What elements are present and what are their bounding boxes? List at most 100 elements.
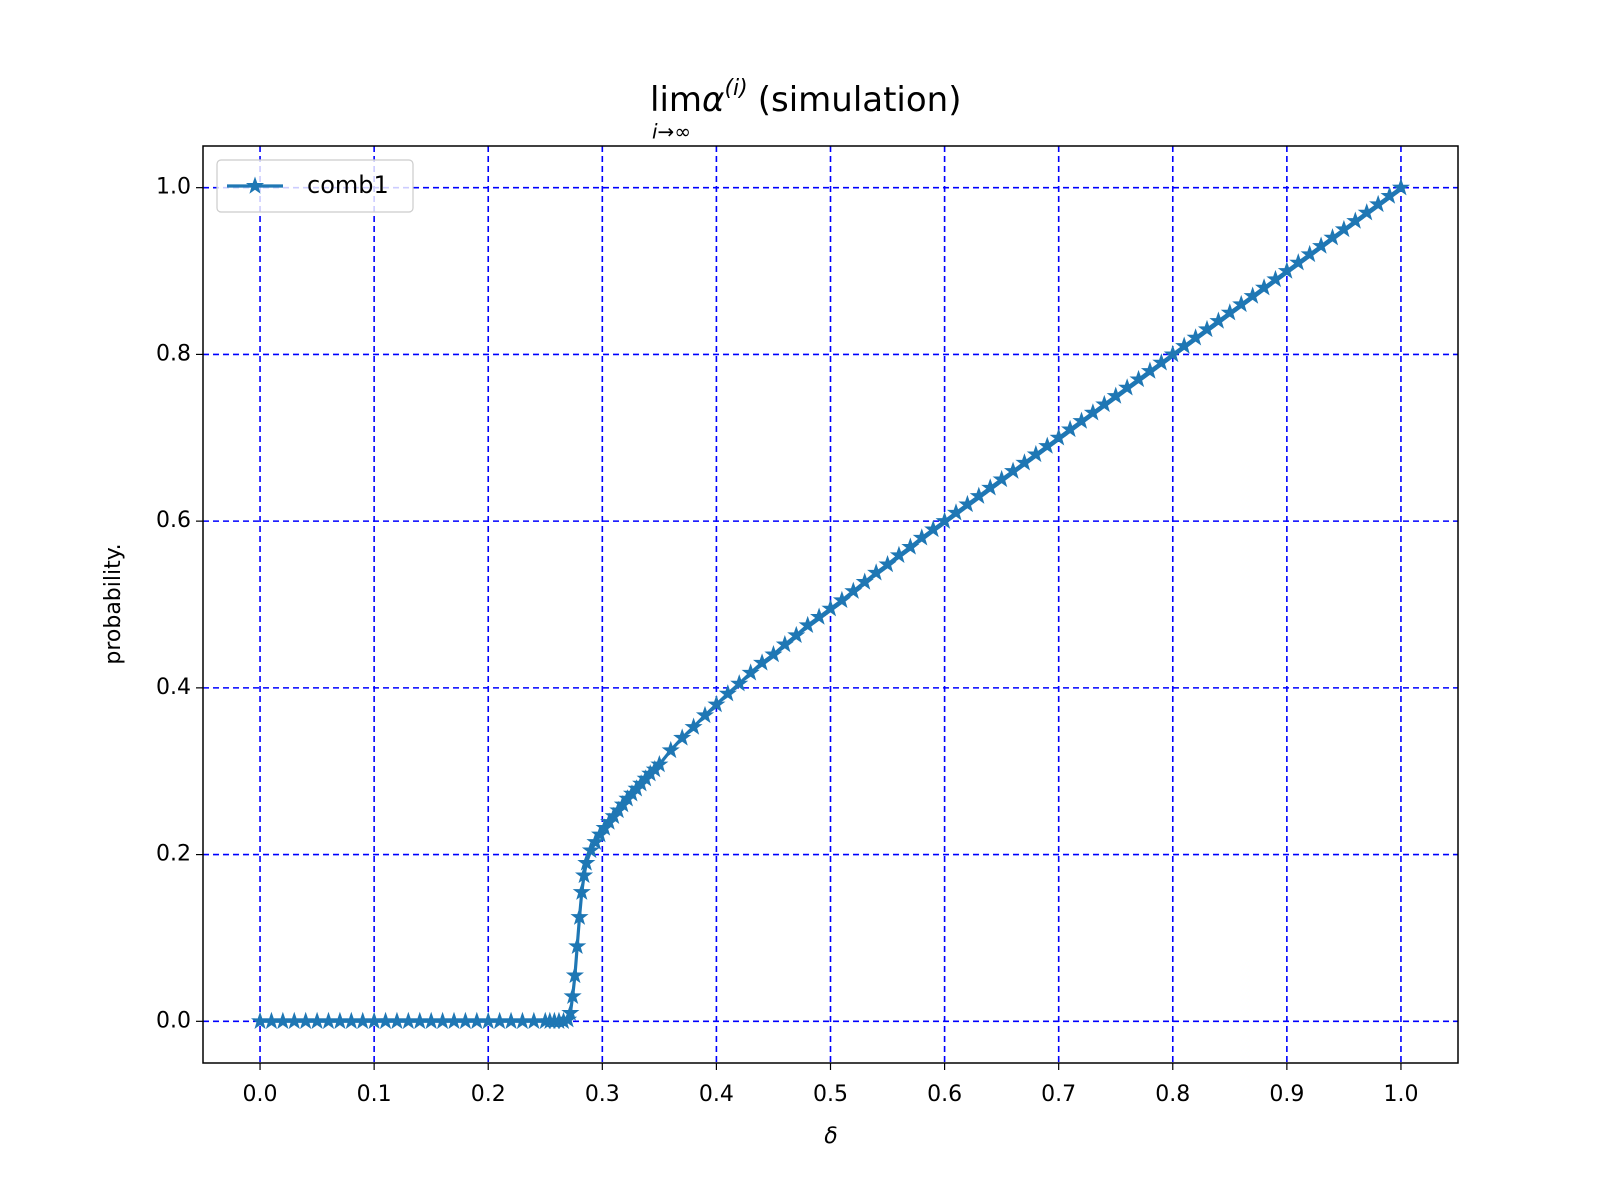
data-point	[992, 469, 1011, 488]
data-point	[764, 645, 783, 663]
data-point	[1095, 394, 1114, 413]
data-point	[695, 705, 715, 724]
title-superscript: (i)	[724, 76, 747, 101]
data-point	[570, 907, 589, 925]
data-point	[1038, 436, 1057, 454]
data-point	[1232, 294, 1251, 313]
y-tick-label: 0.0	[156, 1008, 191, 1033]
title-symbol: α	[702, 80, 724, 120]
y-tick-label: 0.6	[156, 508, 191, 533]
title-rest: (simulation)	[758, 80, 962, 120]
data-point	[684, 717, 703, 735]
data-point	[924, 519, 943, 538]
data-point	[565, 965, 584, 984]
data-point	[1369, 194, 1388, 213]
legend-box	[216, 159, 414, 213]
y-tick-label: 0.2	[156, 842, 191, 867]
data-point	[889, 545, 909, 564]
data-point	[1323, 228, 1342, 246]
data-point	[855, 572, 874, 590]
data-point	[810, 607, 829, 625]
data-point	[561, 1003, 580, 1021]
y-tick-label: 0.4	[156, 675, 191, 700]
data-point	[718, 684, 737, 702]
data-point	[1129, 369, 1148, 388]
data-point	[1254, 278, 1274, 296]
x-tick-label: 0.0	[243, 1082, 278, 1107]
data-point	[730, 674, 749, 692]
title-lim: lim	[650, 80, 702, 120]
data-point	[752, 653, 772, 671]
data-point	[981, 478, 1000, 496]
x-tick-label: 0.5	[813, 1082, 848, 1107]
x-tick-label: 0.8	[1155, 1082, 1190, 1107]
data-point	[1152, 353, 1171, 371]
legend-label: comb1	[307, 171, 389, 199]
data-point	[1083, 403, 1102, 421]
data-point	[798, 615, 817, 634]
data-point	[1266, 269, 1285, 288]
legend-marker	[245, 176, 265, 194]
data-point	[1357, 203, 1376, 221]
data-point	[577, 853, 596, 871]
x-tick-label: 0.2	[471, 1082, 506, 1107]
data-point	[1049, 428, 1068, 446]
data-point	[1334, 219, 1353, 238]
x-tick-label: 0.4	[699, 1082, 734, 1107]
data-point	[901, 537, 920, 555]
data-point	[1300, 244, 1319, 263]
y-tick-label: 0.8	[156, 341, 191, 366]
data-point	[1391, 178, 1411, 196]
data-point	[867, 563, 886, 581]
data-point	[1312, 236, 1331, 254]
data-point	[1072, 411, 1091, 429]
data-point	[1163, 344, 1182, 363]
data-point	[912, 528, 931, 546]
plot-frame	[202, 145, 1459, 1064]
data-point	[1209, 311, 1228, 329]
data-point	[787, 625, 806, 644]
data-point	[568, 936, 587, 954]
data-point	[673, 728, 692, 746]
data-point	[1380, 186, 1399, 204]
data-point	[741, 663, 760, 681]
data-point	[1220, 303, 1239, 321]
x-axis-label: δ	[824, 1124, 837, 1149]
data-point	[1118, 378, 1137, 396]
x-tick-label: 0.3	[585, 1082, 620, 1107]
x-tick-label: 0.6	[927, 1082, 962, 1107]
data-point	[572, 882, 591, 900]
data-point	[1140, 361, 1160, 379]
data-point	[650, 755, 669, 773]
data-point	[581, 840, 600, 859]
data-point	[661, 740, 680, 759]
x-tick-label: 0.1	[357, 1082, 392, 1107]
data-point	[1186, 328, 1205, 346]
data-point	[1346, 211, 1365, 229]
data-point	[707, 695, 726, 713]
data-point	[1289, 253, 1308, 271]
data-point	[1003, 461, 1023, 479]
y-axis-label: probability.	[101, 543, 126, 664]
data-point	[958, 494, 977, 513]
data-point	[775, 634, 794, 653]
chart-title: limα(i) (simulation)	[650, 76, 962, 120]
x-tick-label: 0.7	[1041, 1082, 1076, 1107]
data-point	[1061, 419, 1080, 438]
data-point	[969, 486, 988, 504]
data-point	[1243, 286, 1262, 304]
title-subscript: i→∞	[652, 120, 691, 144]
data-point	[878, 554, 897, 573]
data-point	[832, 590, 851, 609]
x-tick-label: 1.0	[1383, 1082, 1418, 1107]
data-point	[935, 511, 954, 529]
data-point	[1026, 444, 1045, 463]
data-point	[1277, 261, 1296, 279]
data-point	[575, 865, 594, 884]
data-point	[1106, 386, 1125, 404]
data-point	[946, 503, 966, 521]
y-tick-label: 1.0	[156, 175, 191, 200]
data-point	[563, 986, 582, 1005]
data-point	[1015, 453, 1034, 471]
